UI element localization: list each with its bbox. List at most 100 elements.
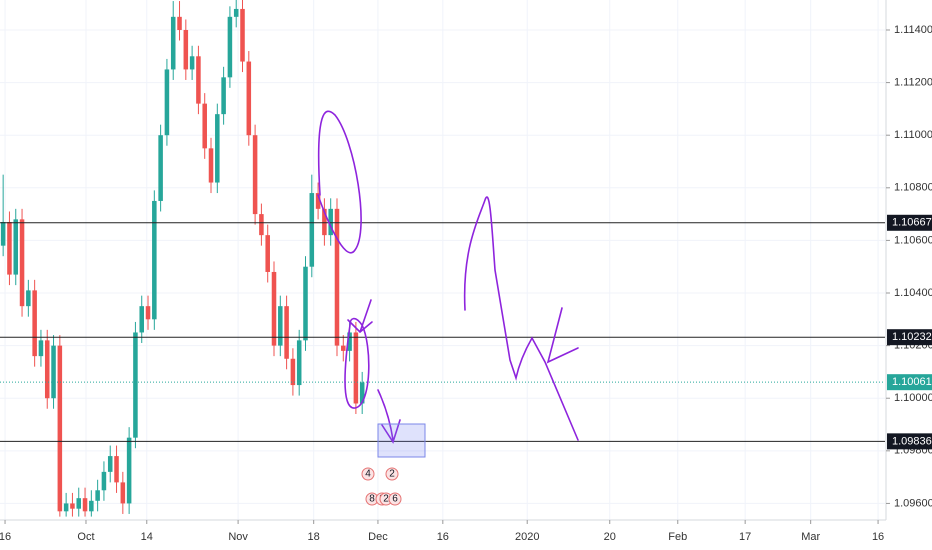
candle-body [183, 29, 189, 70]
x-tick-label: Mar [801, 531, 820, 543]
candle-body [133, 332, 138, 438]
level-label-box [887, 214, 932, 231]
candle-body [13, 219, 19, 275]
drawing-path [463, 196, 579, 441]
candle-body [38, 340, 44, 357]
x-tick-label: Dec [368, 531, 388, 543]
drawing-box [377, 423, 426, 458]
candle-body [252, 135, 258, 215]
candle-body [95, 490, 100, 501]
level-label: 1.10667 [892, 217, 932, 229]
drawing-arrow [377, 389, 401, 444]
candle-body [259, 214, 264, 236]
candle-body [284, 306, 289, 359]
drawing-arrow [347, 299, 373, 334]
candle-body [32, 290, 37, 357]
last-price-box [887, 374, 932, 391]
x-tick-label: 16 [0, 531, 11, 543]
event-badge-label: 2 [389, 469, 395, 480]
candle-body [120, 482, 126, 504]
y-tick-label: 1.10600 [894, 234, 932, 246]
candle-body [82, 498, 88, 512]
plot-area: 428326 [0, 0, 885, 517]
candle-body [296, 340, 302, 386]
x-tick-label: 20 [604, 531, 616, 543]
y-tick-label: 1.10000 [894, 392, 932, 404]
level-label: 1.09836 [892, 435, 932, 447]
candle-body [89, 500, 94, 512]
candle-body [278, 306, 283, 346]
candle-body [246, 61, 252, 136]
candle-body [19, 219, 25, 307]
candle-body [202, 103, 207, 149]
candle-body [347, 332, 352, 351]
candle-body [227, 16, 233, 78]
candle-body [126, 437, 132, 504]
y-tick-label: 1.11400 [894, 24, 932, 36]
drawings [317, 110, 579, 458]
candle-body [101, 471, 107, 491]
candle-body [322, 208, 327, 236]
last-price-label: 1.10061 [892, 376, 932, 388]
candle-body [164, 69, 170, 136]
event-badge-label: 4 [365, 469, 371, 480]
x-tick-label: Nov [228, 531, 248, 543]
level-label: 1.10232 [892, 331, 932, 343]
level-label-box [887, 329, 932, 346]
candle-body [57, 345, 63, 512]
x-tick-label: Feb [668, 531, 687, 543]
candle-body [240, 8, 245, 62]
candle-body [265, 235, 270, 272]
candle-body [170, 16, 176, 70]
candle-body [271, 271, 277, 346]
candle-body [76, 498, 82, 509]
candle-body [0, 221, 6, 246]
y-tick-label: 1.10800 [894, 182, 932, 194]
drawing-loop [344, 317, 370, 409]
candle-body [145, 306, 151, 320]
candle-body [51, 345, 56, 399]
candle-body [70, 503, 75, 509]
candle-body [26, 290, 31, 307]
x-tick-label: 16 [437, 531, 449, 543]
candle-body [208, 148, 214, 183]
x-tick-label: 14 [141, 531, 153, 543]
candle-body [359, 382, 365, 404]
drawing-loop [317, 110, 362, 254]
candle-body [309, 193, 315, 267]
event-badge [361, 467, 375, 481]
candle-body [7, 221, 12, 275]
x-tick-label: 2020 [515, 531, 539, 543]
y-tick-label: 1.10400 [894, 287, 932, 299]
candle-body [341, 345, 346, 351]
candle-body [44, 340, 50, 399]
candle-body [328, 208, 333, 236]
candle-body [290, 358, 296, 386]
drawing-arrow [546, 307, 579, 364]
y-tick-label: 1.11200 [894, 76, 932, 88]
candle-body [63, 503, 69, 512]
candle-body [107, 456, 113, 472]
candle-body [233, 8, 239, 17]
candle-body [114, 456, 119, 483]
y-tick-label: 1.11000 [894, 129, 932, 141]
x-tick-label: 18 [308, 531, 320, 543]
candle-body [334, 208, 340, 346]
x-tick-label: 17 [739, 531, 751, 543]
x-tick-label: Oct [77, 531, 94, 543]
level-label-box [887, 433, 932, 450]
event-badge [385, 467, 399, 481]
candle-body [221, 77, 226, 115]
candle-body [189, 56, 195, 70]
candle-body [177, 16, 182, 30]
event-badge-label: 8 [369, 494, 375, 505]
candle-body [303, 266, 308, 341]
event-badge [388, 492, 402, 506]
candle-body [196, 56, 201, 104]
candle-body [152, 200, 157, 320]
y-tick-label: 1.09600 [894, 497, 932, 509]
candle-body [139, 306, 144, 333]
candle-body [315, 193, 321, 209]
